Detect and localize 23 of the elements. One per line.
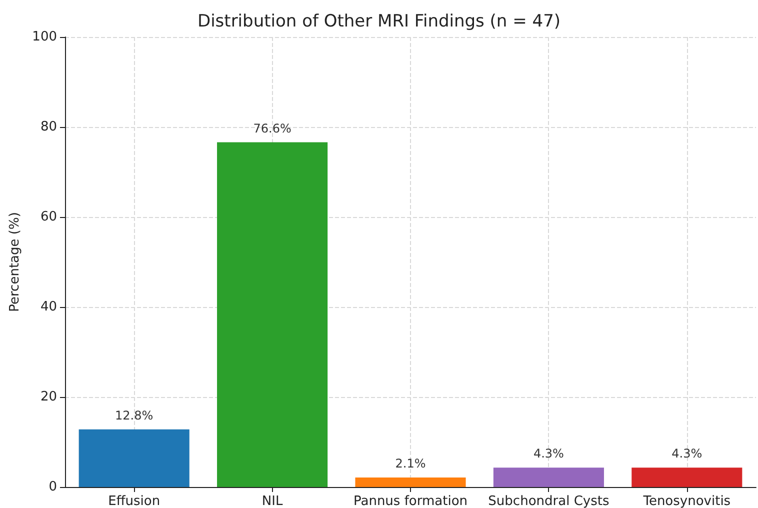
data-label: 4.3% [533, 446, 564, 461]
y-tick-label: 40 [40, 300, 57, 314]
x-tick-label: Subchondral Cysts [488, 494, 610, 508]
data-label: 4.3% [672, 446, 702, 461]
y-tick-label: 20 [40, 390, 57, 404]
x-tick-label: Effusion [108, 494, 160, 508]
x-tick-label: Pannus formation [353, 494, 468, 508]
y-tick-label: 60 [40, 210, 57, 224]
bar [632, 468, 742, 487]
bar [355, 478, 466, 487]
bar [78, 429, 190, 487]
y-tick-label: 100 [32, 30, 57, 44]
bar [493, 468, 604, 487]
bar [217, 142, 328, 487]
x-tick-label: NIL [262, 494, 284, 508]
data-label: 2.1% [395, 456, 426, 471]
x-tick-label: Tenosynovitis [642, 494, 731, 508]
chart-title: Distribution of Other MRI Findings (n = 47) [197, 12, 561, 32]
data-label: 76.6% [253, 121, 292, 136]
y-tick-label: 0 [48, 480, 57, 494]
data-label: 12.8% [115, 408, 154, 422]
y-axis-title: Percentage (%) [7, 212, 22, 312]
y-tick-label: 80 [40, 120, 57, 134]
